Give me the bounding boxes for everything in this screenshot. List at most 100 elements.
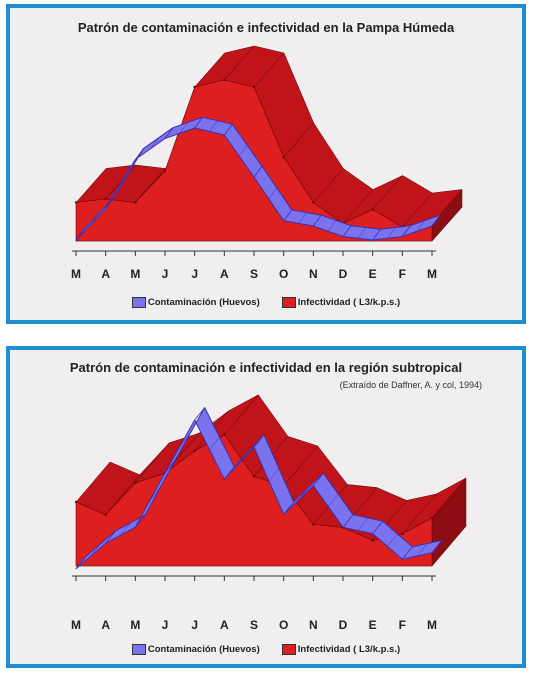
contamination-hatch — [238, 450, 250, 464]
contamination-point — [313, 214, 322, 227]
contamination-point — [105, 197, 114, 209]
contamination-point — [194, 407, 205, 421]
contamination-point — [164, 127, 174, 139]
legend-label: Contaminación (Huevos) — [147, 297, 260, 308]
contamination-hatch — [120, 522, 131, 536]
contamination-point — [253, 434, 265, 448]
contamination-point — [283, 209, 292, 221]
contamination-point — [75, 556, 87, 570]
contamination-point — [75, 228, 85, 241]
infectivity-point — [163, 169, 167, 173]
legend-label: Infectividad ( L3/k.p.s.) — [297, 644, 401, 655]
contamination-point — [224, 123, 233, 136]
infectivity-point — [282, 155, 285, 159]
contamination-point — [253, 165, 263, 178]
contamination-hatch — [90, 543, 102, 557]
contamination-point — [402, 225, 411, 237]
legend-item-infectividad: Infectividad ( L3/k.p.s.) — [281, 644, 401, 655]
infectivity-point — [104, 197, 107, 201]
infectivity-point — [223, 433, 226, 436]
x-tick-label: E — [369, 618, 377, 632]
contamination-point — [313, 472, 324, 486]
contamination-point — [135, 514, 146, 528]
contamination-point — [372, 228, 381, 241]
contamination-hatch — [179, 433, 191, 447]
contamination-hatch — [416, 220, 426, 232]
contamination-hatch — [268, 468, 280, 481]
infectivity-point — [223, 78, 226, 82]
x-tick-label: O — [279, 267, 288, 281]
x-tick-label: M — [427, 267, 437, 281]
x-tick-label: O — [279, 618, 288, 632]
contamination-hatch — [387, 533, 398, 547]
infectivity-point — [74, 201, 78, 204]
contamination-hatch — [149, 138, 159, 150]
infectivity-point — [104, 513, 107, 516]
infectivity-point — [134, 201, 137, 204]
infectivity-point — [193, 449, 196, 452]
infectivity-point — [74, 500, 78, 504]
contamination-hatch — [149, 487, 161, 501]
x-tick-label: J — [191, 618, 198, 632]
contamination-point — [372, 520, 383, 534]
contamination-hatch — [387, 227, 396, 239]
x-tick-label: M — [130, 618, 140, 632]
x-tick-label: S — [250, 267, 258, 281]
contamination-point — [342, 514, 354, 528]
legend-item-contaminacion: Contaminación (Huevos) — [131, 297, 260, 308]
contamination-point — [402, 546, 413, 560]
chart-title: Patrón de contaminación e infectividad e… — [69, 360, 463, 375]
contamination-hatch — [416, 543, 428, 557]
infectivity-point — [252, 85, 256, 89]
legend-swatch-contaminacion — [131, 297, 146, 308]
contamination-hatch — [327, 493, 339, 507]
contamination-hatch — [327, 220, 337, 232]
x-tick-label: J — [162, 267, 169, 281]
contamination-point — [164, 460, 176, 474]
contamination-hatch — [298, 212, 307, 224]
contamination-hatch — [90, 213, 100, 225]
x-tick-label: F — [399, 618, 406, 632]
chart-subtitle: (Extraído de Daffner, A. y col, 1994) — [339, 380, 482, 390]
x-tick-label: N — [309, 267, 318, 281]
infectivity-point — [252, 475, 256, 478]
x-tick-label: D — [339, 267, 348, 281]
infectivity-point — [312, 201, 315, 204]
legend-swatch-contaminacion — [131, 644, 146, 655]
infectivity-point — [371, 539, 374, 542]
contamination-point — [135, 148, 144, 160]
x-tick-label: M — [71, 618, 81, 632]
legend-swatch-infectividad — [281, 644, 296, 655]
contamination-point — [224, 466, 235, 480]
x-tick-label: M — [130, 267, 140, 281]
contamination-point — [105, 530, 116, 544]
infectivity-point — [312, 523, 315, 526]
contamination-hatch — [268, 187, 278, 200]
chart-title: Patrón de contaminación e infectividad e… — [77, 20, 455, 35]
contamination-hatch — [120, 173, 129, 185]
chart-panel-pampa-humeda: Patrón de contaminación e infectividad e… — [6, 4, 526, 324]
contamination-hatch — [357, 517, 369, 531]
contamination-hatch — [209, 437, 220, 450]
contamination-point — [283, 501, 294, 515]
x-tick-label: J — [162, 618, 169, 632]
legend-item-infectividad: Infectividad ( L3/k.p.s.) — [281, 297, 401, 308]
x-tick-label: M — [71, 267, 81, 281]
contamination-point — [431, 540, 443, 554]
x-tick-label: N — [309, 618, 318, 632]
x-tick-label: E — [369, 267, 377, 281]
infectivity-point — [401, 532, 404, 536]
x-tick-label: A — [101, 618, 110, 632]
chart-legend: Contaminación (Huevos) Infectividad ( L3… — [10, 297, 522, 308]
contamination-point — [431, 214, 441, 227]
contamination-hatch — [357, 227, 367, 239]
contamination-hatch — [179, 122, 189, 134]
x-tick-label: A — [220, 618, 229, 632]
x-tick-label: S — [250, 618, 258, 632]
x-tick-label: F — [399, 267, 406, 281]
legend-label: Infectividad ( L3/k.p.s.) — [297, 297, 401, 308]
contamination-point — [342, 225, 352, 237]
contamination-hatch — [238, 145, 248, 157]
